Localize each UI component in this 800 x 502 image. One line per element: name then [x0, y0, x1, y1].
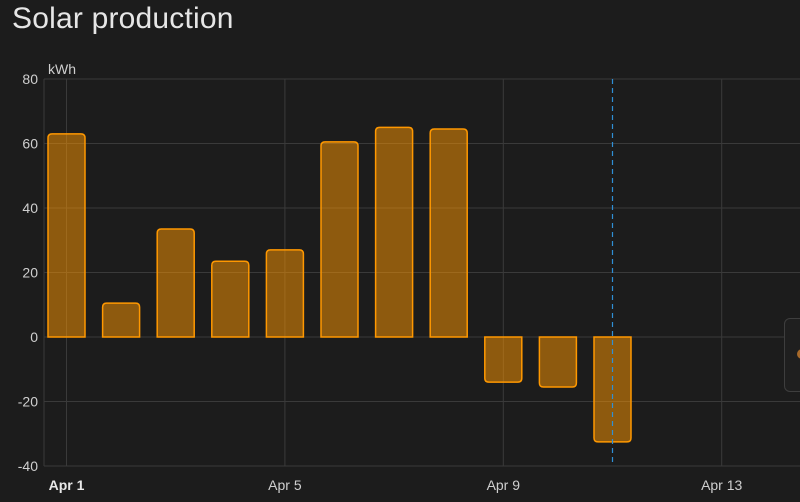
x-tick-label: Apr 1: [49, 477, 85, 493]
y-tick-label: -40: [18, 458, 38, 474]
legend-dot-icon: [797, 349, 800, 359]
bar-apr-8[interactable]: [429, 128, 468, 338]
bar-apr-3[interactable]: [156, 228, 195, 338]
y-tick-label: 0: [30, 329, 38, 345]
bar-apr-10[interactable]: [538, 336, 578, 388]
bar-apr-4[interactable]: [211, 260, 250, 338]
bar-apr-2[interactable]: [101, 302, 141, 338]
card-title: Solar production: [12, 2, 234, 35]
bar-apr-1[interactable]: [47, 133, 86, 338]
y-tick-label: 40: [22, 200, 38, 216]
y-tick-label: -20: [18, 394, 38, 410]
axis-layer: 80 60 40 20 0 -20 -40 Apr 1 Apr 5 Apr 9 Apr 13: [18, 71, 743, 493]
y-tick-label: 60: [22, 136, 38, 152]
bar-layer: [47, 79, 632, 466]
bar-apr-5[interactable]: [265, 249, 305, 338]
bar-apr-7[interactable]: [374, 126, 414, 338]
bar-apr-9[interactable]: [484, 336, 523, 383]
x-tick-label: Apr 13: [701, 477, 742, 493]
x-tick-label: Apr 9: [487, 477, 521, 493]
x-tick-label: Apr 5: [268, 477, 302, 493]
y-axis-unit-label: kWh: [48, 61, 76, 77]
y-tick-label: 80: [22, 71, 38, 87]
legend-panel[interactable]: [784, 318, 800, 392]
y-tick-label: 20: [22, 265, 38, 281]
bar-apr-6[interactable]: [320, 141, 359, 338]
